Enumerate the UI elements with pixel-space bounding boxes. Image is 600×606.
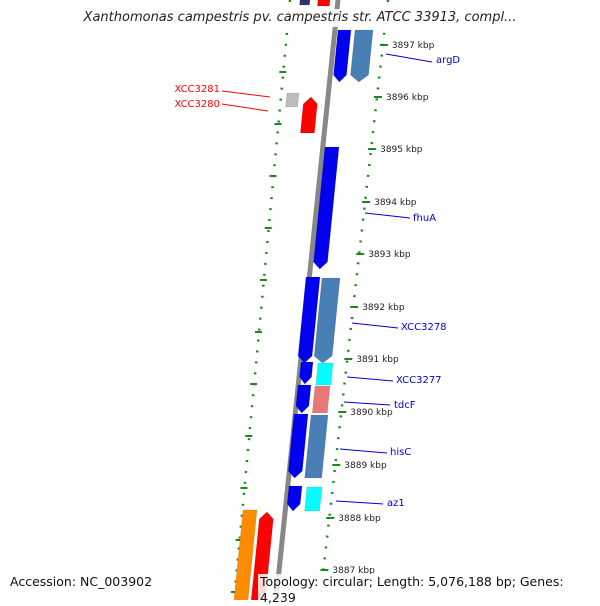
gene-label: tdcF [394, 400, 416, 411]
cds-arrow [300, 96, 318, 134]
kbp-tick-label: 3895 kbp [380, 145, 423, 155]
cds-arrow [295, 384, 312, 414]
cds-box [304, 486, 323, 512]
gene-leader-line [221, 90, 271, 98]
cds-box [311, 385, 331, 414]
gene-label: XCC3280 [174, 99, 220, 110]
gene-label: fhuA [413, 213, 436, 224]
gene-label: XCC3277 [396, 375, 442, 386]
cds-box [304, 414, 329, 479]
gene-leader-line [364, 212, 411, 219]
gene-leader-line [221, 103, 269, 112]
cds-arrow [286, 485, 303, 512]
cds-fragment [317, 0, 331, 7]
kbp-tick-label: 3887 kbp [332, 566, 375, 576]
cds-arrow [350, 29, 374, 83]
kbp-tick-label: 3896 kbp [386, 93, 429, 103]
cds-box [315, 362, 334, 386]
gene-label: XCC3281 [174, 84, 220, 95]
kbp-tick-label: 3888 kbp [338, 514, 381, 524]
cds-arrow [313, 146, 340, 270]
gene-label: az1 [387, 498, 405, 509]
left-ruler-line [232, 0, 292, 600]
cds-arrow [313, 277, 341, 364]
cds-arrow [333, 29, 352, 83]
cds-arrow [287, 413, 309, 479]
right-ruler-line [318, 0, 390, 600]
genome-summary-text: Topology: circular; Length: 5,076,188 bp… [258, 574, 600, 606]
gene-leader-line [351, 322, 399, 329]
kbp-tick-label: 3893 kbp [368, 250, 411, 260]
kbp-tick-label: 3894 kbp [374, 198, 417, 208]
cds-box [285, 92, 300, 108]
kbp-tick-label: 3890 kbp [350, 408, 393, 418]
cds-fragment [299, 0, 311, 6]
cds-box [233, 509, 258, 600]
gene-leader-line [335, 500, 384, 505]
cds-arrow [299, 361, 314, 385]
gene-label: argD [436, 55, 460, 66]
kbp-tick-label: 3892 kbp [362, 303, 405, 313]
gene-leader-line [339, 448, 388, 454]
accession-text: Accession: NC_003902 [8, 574, 155, 590]
kbp-tick-label: 3891 kbp [356, 355, 399, 365]
gene-leader-line [346, 376, 394, 382]
gene-label: hisC [390, 447, 411, 458]
gene-label: XCC3278 [401, 322, 447, 333]
cds-arrow [297, 276, 321, 364]
cds-arrow [250, 511, 274, 600]
gene-leader-line [385, 53, 433, 63]
kbp-tick-label: 3897 kbp [392, 41, 435, 51]
map-title: Xanthomonas campestris pv. campestris st… [0, 9, 600, 27]
kbp-tick-label: 3889 kbp [344, 461, 387, 471]
gene-leader-line [343, 401, 391, 406]
